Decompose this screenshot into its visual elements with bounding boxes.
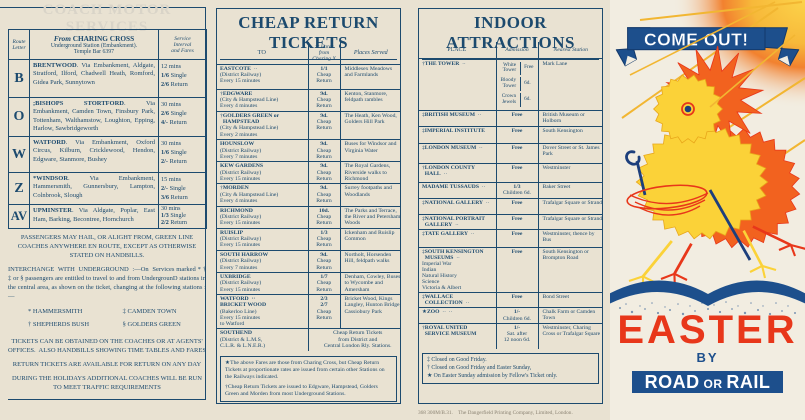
svg-text:BY: BY (696, 350, 718, 365)
svg-text:EASTER: EASTER (617, 308, 797, 352)
svg-text:COME OUT!: COME OUT! (644, 30, 749, 50)
